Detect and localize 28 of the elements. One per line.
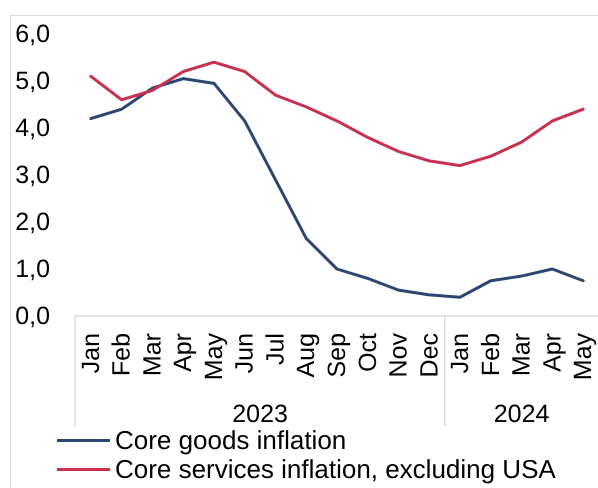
y-tick-label: 1,0 [15, 255, 50, 283]
x-tick-label: Mar [508, 333, 536, 376]
y-tick-label: 4,0 [15, 114, 50, 142]
x-tick-label: Feb [108, 333, 136, 376]
x-tick-label: Apr [538, 333, 566, 372]
x-tick-label: May [200, 332, 228, 380]
y-tick-label: 2,0 [15, 208, 50, 236]
x-tick-label: Jun [230, 333, 259, 374]
x-tick-label: Jan [76, 333, 105, 374]
x-tick-label: Feb [476, 333, 505, 376]
legend-label: Core services inflation, excluding USA [115, 454, 556, 484]
x-tick-label: Dec [415, 333, 444, 378]
text: 2023 [232, 400, 288, 428]
text: 2024 [494, 400, 550, 428]
y-tick-label: 3,0 [15, 161, 50, 189]
y-tick-label: 0,0 [15, 302, 50, 330]
y-tick-label: 6,0 [15, 20, 50, 48]
y-tick-label: 5,0 [15, 67, 50, 95]
x-tick-label: Aug [292, 333, 320, 378]
x-tick-label: Sep [322, 333, 351, 378]
x-tick-label: Oct [354, 332, 382, 372]
x-tick-label: Jul [261, 333, 290, 365]
x-tick-label: May [569, 332, 598, 380]
x-tick-label: Mar [138, 333, 166, 376]
legend-label: Core goods inflation [115, 425, 346, 455]
x-tick-label: Nov [384, 332, 413, 378]
x-tick-label: Apr [169, 333, 198, 372]
x-tick-label: Jan [446, 333, 474, 374]
